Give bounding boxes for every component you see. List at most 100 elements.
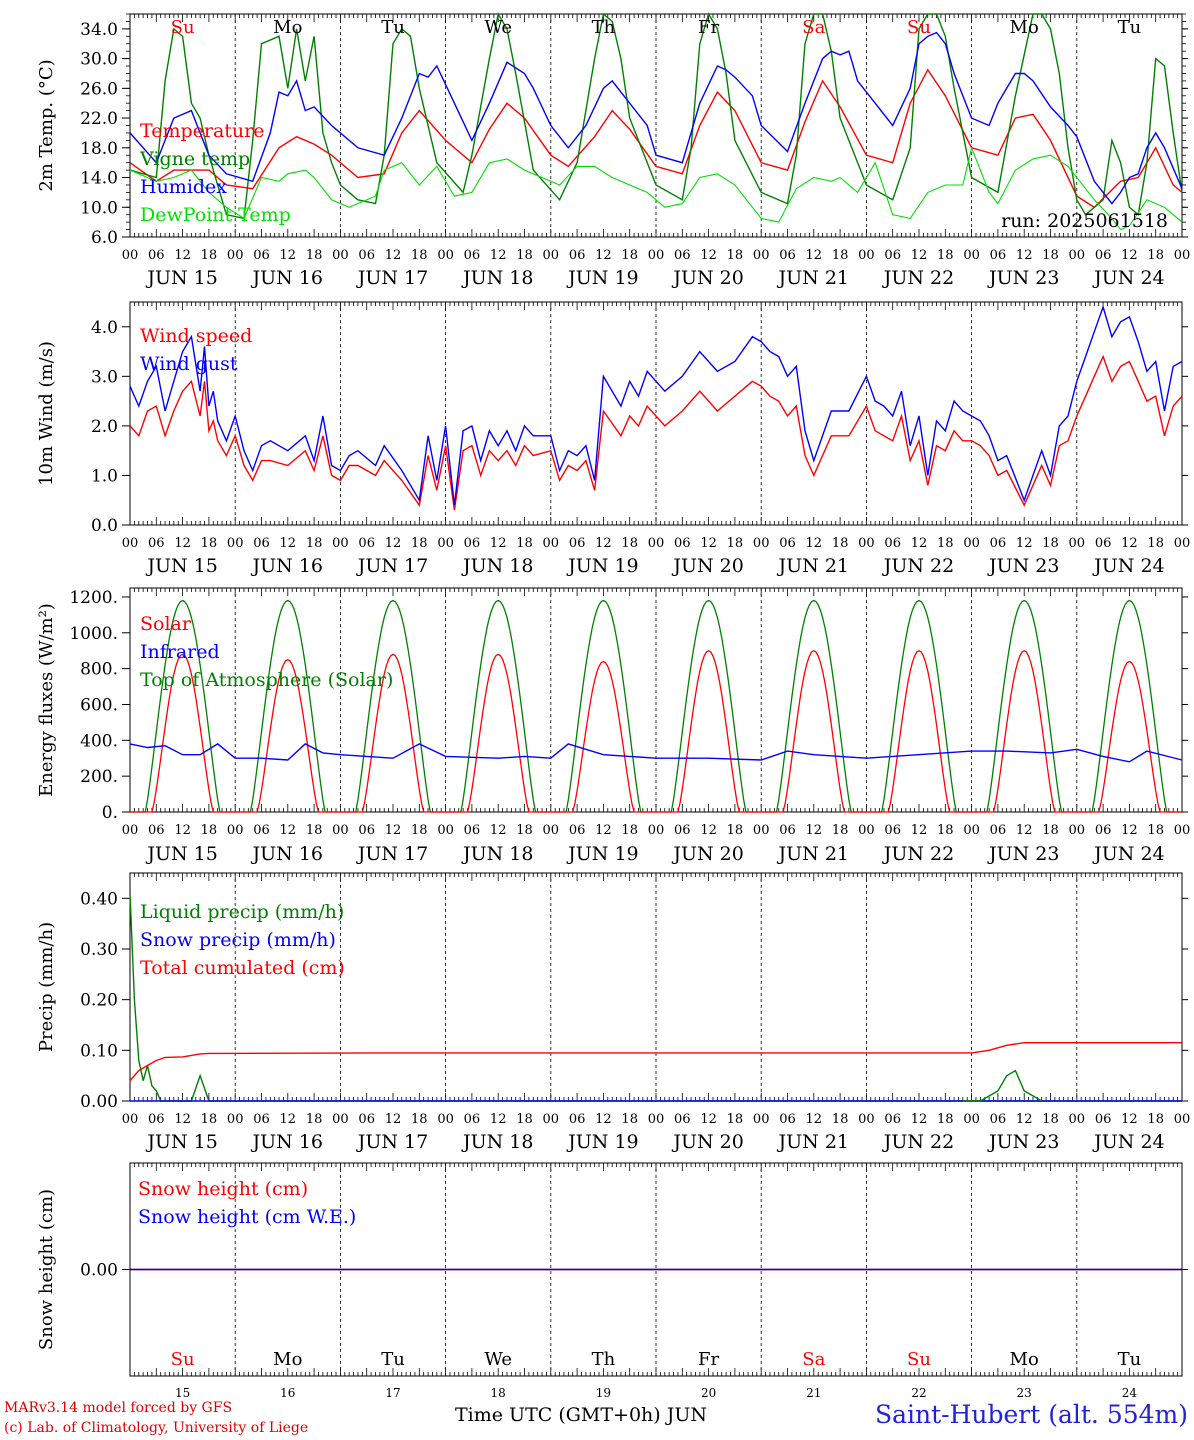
panel-2: 0.0 1.0 2.0 3.0 4.0 10m Wind (m/s) 00 06 12 18 00 0… [36, 301, 1190, 577]
hour-label: 00 [1174, 248, 1191, 263]
legend-entry: Infrared [140, 641, 220, 663]
weekday-label: Su [907, 1349, 931, 1370]
hour-label: 18 [832, 823, 849, 838]
y-tick-label: 14.0 [80, 169, 118, 189]
weekday-label: Su [171, 17, 195, 38]
hour-label: 18 [516, 536, 533, 551]
hour-label: 12 [490, 1112, 507, 1127]
legend-entry: Temperature [140, 120, 264, 142]
y-tick-label: 6.0 [91, 228, 118, 248]
y-tick-label: 0.00 [80, 1092, 118, 1112]
hour-label: 00 [543, 536, 560, 551]
day-label: JUN 16 [251, 1131, 323, 1153]
weekday-label: Tu [1118, 1349, 1142, 1370]
day-label: JUN 17 [356, 1131, 428, 1153]
day-label: JUN 22 [882, 1131, 954, 1153]
y-axis-label: 2m Temp. (°C) [36, 59, 57, 191]
day-label: JUN 19 [566, 267, 638, 289]
hour-label: 18 [621, 823, 638, 838]
hour-label: 12 [806, 536, 823, 551]
legend-entry: Snow precip (mm/h) [140, 929, 336, 951]
hour-label: 18 [937, 536, 954, 551]
legend-entry: DewPoint Temp [140, 204, 291, 226]
hour-label: 06 [569, 536, 586, 551]
y-axis-label: Snow height (cm) [36, 1189, 57, 1350]
legend-entry: Wind gust [140, 353, 238, 375]
weekday-label: Sa [802, 17, 825, 38]
panel-1: 6.0 10.0 14.0 18.0 22.0 26.0 30.0 34.0 2m Temp. … [36, 12, 1191, 289]
hour-label: 12 [1121, 536, 1138, 551]
panel-4: 0.00 0.10 0.20 0.30 0.40 Precip (mm/h) 00 06 12 1… [36, 872, 1190, 1153]
hour-label: 00 [332, 823, 349, 838]
day-number-label: 15 [175, 1386, 190, 1400]
day-label: JUN 18 [461, 843, 533, 865]
hour-label: 18 [621, 536, 638, 551]
hour-label: 12 [806, 823, 823, 838]
hour-label: 00 [332, 1112, 349, 1127]
day-label: JUN 15 [145, 555, 217, 577]
hour-label: 06 [779, 1112, 796, 1127]
hour-label: 18 [306, 536, 323, 551]
hour-label: 12 [490, 823, 507, 838]
weekday-label: Su [171, 1349, 195, 1370]
hour-label: 12 [280, 1112, 297, 1127]
day-label: JUN 18 [461, 555, 533, 577]
weekday-label: Su [907, 17, 931, 38]
weekday-label: Mo [273, 17, 302, 38]
hour-label: 00 [332, 248, 349, 263]
hour-label: 00 [543, 1112, 560, 1127]
hour-label: 12 [174, 823, 191, 838]
hour-label: 00 [1069, 1112, 1086, 1127]
y-axis-label: Precip (mm/h) [36, 922, 57, 1052]
legend-entry: Humidex [140, 176, 227, 198]
hour-label: 06 [464, 823, 481, 838]
day-label: JUN 15 [145, 1131, 217, 1153]
hour-label: 00 [753, 823, 770, 838]
y-tick-label: 3.0 [91, 367, 118, 387]
time-axis-label: Time UTC (GMT+0h) JUN [455, 1404, 707, 1426]
weekday-label: Tu [1118, 17, 1142, 38]
hour-label: 00 [122, 1112, 139, 1127]
weekday-label: Th [592, 1349, 616, 1370]
footer-credit-model: MARv3.14 model forced by GFS [4, 1400, 233, 1416]
day-number-label: 23 [1017, 1386, 1032, 1400]
day-label: JUN 17 [356, 267, 428, 289]
day-number-label: 20 [701, 1386, 716, 1400]
hour-label: 12 [1016, 1112, 1033, 1127]
y-tick-label: 0.40 [80, 889, 118, 909]
footer-credit-lab: (c) Lab. of Climatology, University of L… [4, 1420, 309, 1436]
hour-label: 18 [832, 248, 849, 263]
hour-label: 00 [543, 823, 560, 838]
series-temperature-line [129, 68, 1183, 209]
hour-label: 00 [122, 823, 139, 838]
y-tick-label: 800. [80, 660, 118, 680]
hour-label: 00 [753, 248, 770, 263]
hour-label: 06 [674, 536, 691, 551]
hour-label: 18 [306, 248, 323, 263]
hour-label: 18 [306, 1112, 323, 1127]
hour-label: 06 [674, 248, 691, 263]
y-tick-label: 1.0 [91, 466, 118, 486]
hour-label: 18 [727, 248, 744, 263]
series-wind-gust-line [129, 304, 1183, 506]
day-number-label: 19 [596, 1386, 611, 1400]
hour-label: 12 [174, 536, 191, 551]
hour-label: 00 [227, 536, 244, 551]
y-tick-label: 34.0 [80, 20, 118, 40]
legend-entry: Top of Atmosphere (Solar) [140, 669, 393, 691]
hour-label: 06 [464, 1112, 481, 1127]
hour-label: 18 [411, 823, 428, 838]
hour-label: 06 [253, 1112, 270, 1127]
hour-label: 12 [280, 823, 297, 838]
y-tick-label: 18.0 [80, 139, 118, 159]
day-label: JUN 24 [1092, 843, 1164, 865]
hour-label: 00 [122, 536, 139, 551]
hour-label: 12 [385, 1112, 402, 1127]
day-label: JUN 18 [461, 267, 533, 289]
legend-entry: Wind speed [140, 325, 252, 347]
series-solar-line [130, 649, 1182, 813]
hour-label: 06 [674, 823, 691, 838]
legend-entry: Solar [140, 613, 192, 635]
hour-label: 00 [1174, 823, 1191, 838]
day-label: JUN 24 [1092, 267, 1164, 289]
